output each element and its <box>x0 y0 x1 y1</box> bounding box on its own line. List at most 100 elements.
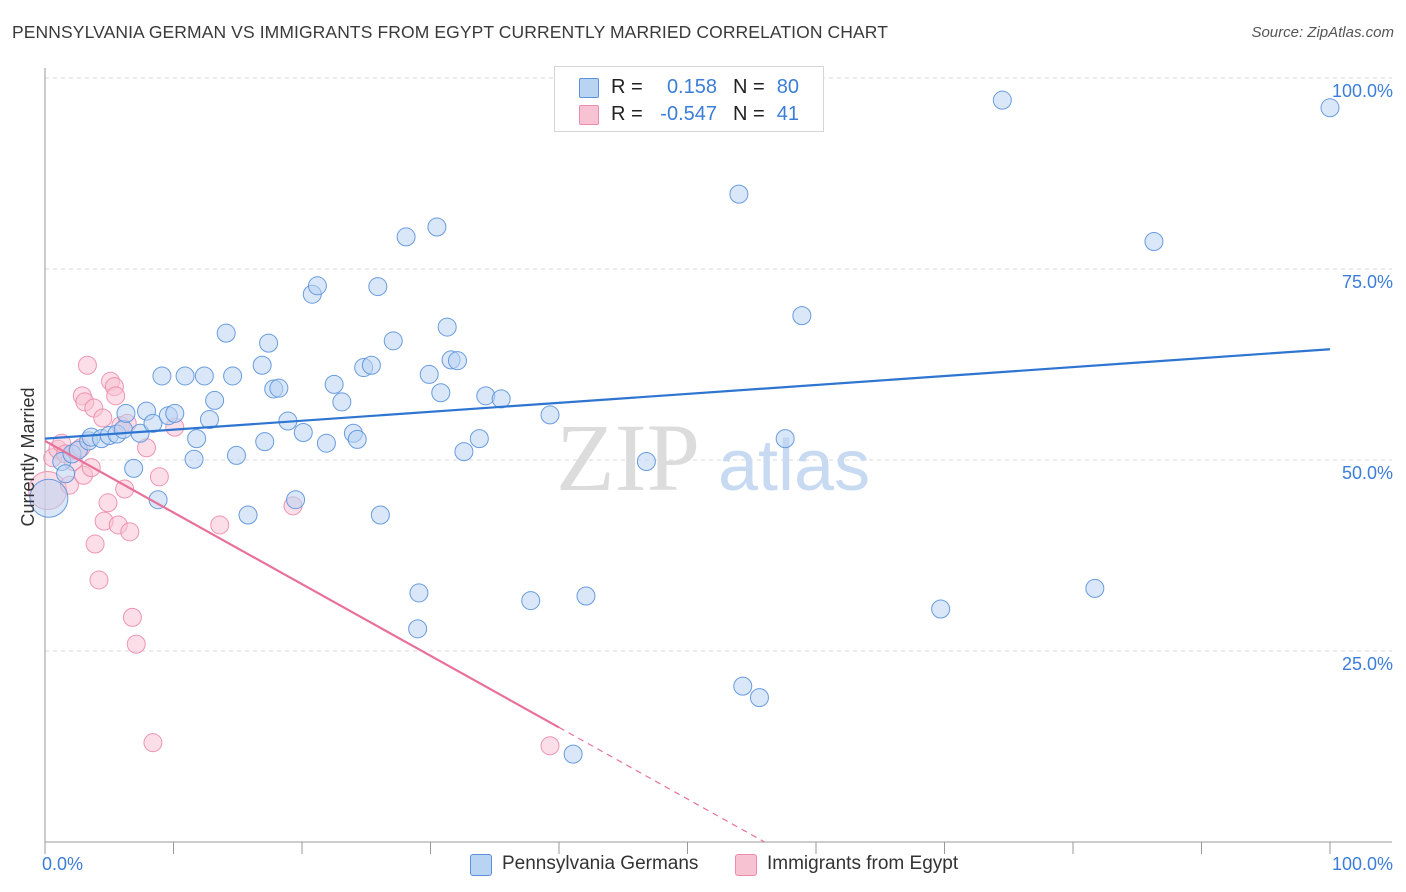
pennsylvania-german-point <box>396 227 416 247</box>
pennsylvania-german-point <box>521 591 541 611</box>
pennsylvania-german-point <box>361 355 381 375</box>
legend-n-label: N = <box>733 76 765 98</box>
legend-row-blue: R = 0.158 N = 80 <box>555 73 823 101</box>
egypt-immigrant-point <box>122 607 142 627</box>
pennsylvania-german-point <box>316 433 336 453</box>
x-tick-label: 0.0% <box>42 854 83 874</box>
pennsylvania-german-point <box>1085 578 1105 598</box>
legend-swatch-blue <box>470 854 492 876</box>
pennsylvania-german-point <box>124 458 144 478</box>
pennsylvania-german-point <box>199 410 219 430</box>
pennsylvania-german-point <box>332 392 352 412</box>
pennsylvania-german-point <box>540 405 560 425</box>
egypt-immigrant-point <box>126 634 146 654</box>
y-tick-label: 100.0% <box>1332 81 1393 101</box>
points-layer <box>28 68 1340 764</box>
axis-layer: 25.0% 50.0% 75.0% 100.0% 0.0% 100.0% <box>42 68 1393 874</box>
pennsylvania-german-point <box>576 586 596 606</box>
correlation-legend: R = 0.158 N = 80 R = -0.547 N = 41 <box>554 66 824 132</box>
pennsylvania-german-point <box>238 505 258 525</box>
egypt-immigrant-point <box>143 733 163 753</box>
egypt-immigrant-point <box>149 467 169 487</box>
legend-r-value: -0.547 <box>660 103 717 125</box>
pennsylvania-german-point <box>749 688 769 708</box>
pennsylvania-german-point <box>194 366 214 386</box>
pennsylvania-german-point <box>255 432 275 452</box>
trend-layer <box>44 348 1331 843</box>
pennsylvania-german-point <box>143 413 163 433</box>
pennsylvania-german-point <box>636 452 656 472</box>
pennsylvania-german-point <box>56 464 76 484</box>
pennsylvania-german-point <box>216 323 236 343</box>
pennsylvania-german-point <box>437 317 457 337</box>
pennsylvania-german-point <box>792 306 812 326</box>
trend-line-extension-egypt <box>558 726 765 843</box>
pennsylvania-german-point <box>729 184 749 204</box>
pennsylvania-german-point <box>775 429 795 449</box>
legend-swatch-blue <box>579 78 599 98</box>
pennsylvania-german-point <box>409 583 429 603</box>
y-tick-label: 50.0% <box>1342 463 1393 483</box>
pennsylvania-german-point <box>1320 98 1340 118</box>
pennsylvania-german-point <box>223 366 243 386</box>
pennsylvania-german-point <box>113 419 133 439</box>
pennsylvania-german-point <box>733 676 753 696</box>
pennsylvania-german-point <box>152 366 172 386</box>
pennsylvania-german-point <box>293 422 313 442</box>
pennsylvania-german-point <box>165 403 185 423</box>
legend-swatch-pink <box>735 854 757 876</box>
egypt-immigrant-point <box>120 522 140 542</box>
pennsylvania-german-point <box>347 429 367 449</box>
source-credit: Source: ZipAtlas.com <box>1251 24 1394 41</box>
egypt-immigrant-point <box>85 534 105 554</box>
series-legend: Pennsylvania Germans Immigrants from Egy… <box>0 852 1406 878</box>
egypt-immigrant-point <box>89 570 109 590</box>
pennsylvania-german-point <box>992 90 1012 110</box>
legend-label-pink: Immigrants from Egypt <box>767 853 959 874</box>
pennsylvania-german-point <box>431 383 451 403</box>
legend-r-label: R = <box>611 103 643 125</box>
pennsylvania-german-point <box>269 378 289 398</box>
y-tick-label: 25.0% <box>1342 654 1393 674</box>
pennsylvania-german-point <box>307 276 327 296</box>
legend-label-blue: Pennsylvania Germans <box>502 853 699 874</box>
pennsylvania-german-point <box>29 478 69 518</box>
legend-n-value: 41 <box>776 103 799 125</box>
pennsylvania-german-point <box>175 366 195 386</box>
pennsylvania-german-point <box>368 277 388 297</box>
x-tick-label: 100.0% <box>1332 854 1393 874</box>
egypt-immigrant-point <box>93 408 113 428</box>
pennsylvania-german-point <box>931 599 951 619</box>
pennsylvania-german-point <box>1144 231 1164 251</box>
pennsylvania-german-point <box>419 364 439 384</box>
pennsylvania-german-point <box>259 333 279 353</box>
egypt-immigrant-point <box>77 355 97 375</box>
pennsylvania-german-point <box>370 505 390 525</box>
egypt-immigrant-point <box>210 515 230 535</box>
chart-title: PENNSYLVANIA GERMAN VS IMMIGRANTS FROM E… <box>12 22 888 42</box>
pennsylvania-german-point <box>383 331 403 351</box>
legend-row-pink: R = -0.547 N = 41 <box>555 100 823 128</box>
legend-swatch-pink <box>579 105 599 125</box>
legend-n-value: 80 <box>776 76 799 98</box>
pennsylvania-german-point <box>454 442 474 462</box>
legend-n-label: N = <box>733 103 765 125</box>
pennsylvania-german-point <box>184 449 204 469</box>
pennsylvania-german-point <box>408 619 428 639</box>
watermark-zip: ZIP <box>556 404 700 511</box>
pennsylvania-german-point <box>563 744 583 764</box>
egypt-immigrant-point <box>115 479 135 499</box>
egypt-immigrant-point <box>106 386 126 406</box>
grid-layer <box>45 77 1392 652</box>
watermark: ZIP atlas <box>556 404 870 511</box>
legend-r-value: 0.158 <box>666 76 717 98</box>
pennsylvania-german-point <box>476 386 496 406</box>
trend-line-immigrants-egypt <box>44 439 560 729</box>
legend-r-label: R = <box>611 76 643 98</box>
pennsylvania-german-point <box>447 351 467 371</box>
trend-line-pennsylvania-germans <box>44 348 1331 440</box>
y-axis-label: Currently Married <box>18 387 38 526</box>
y-tick-label: 75.0% <box>1342 272 1393 292</box>
pennsylvania-german-point <box>324 374 344 394</box>
